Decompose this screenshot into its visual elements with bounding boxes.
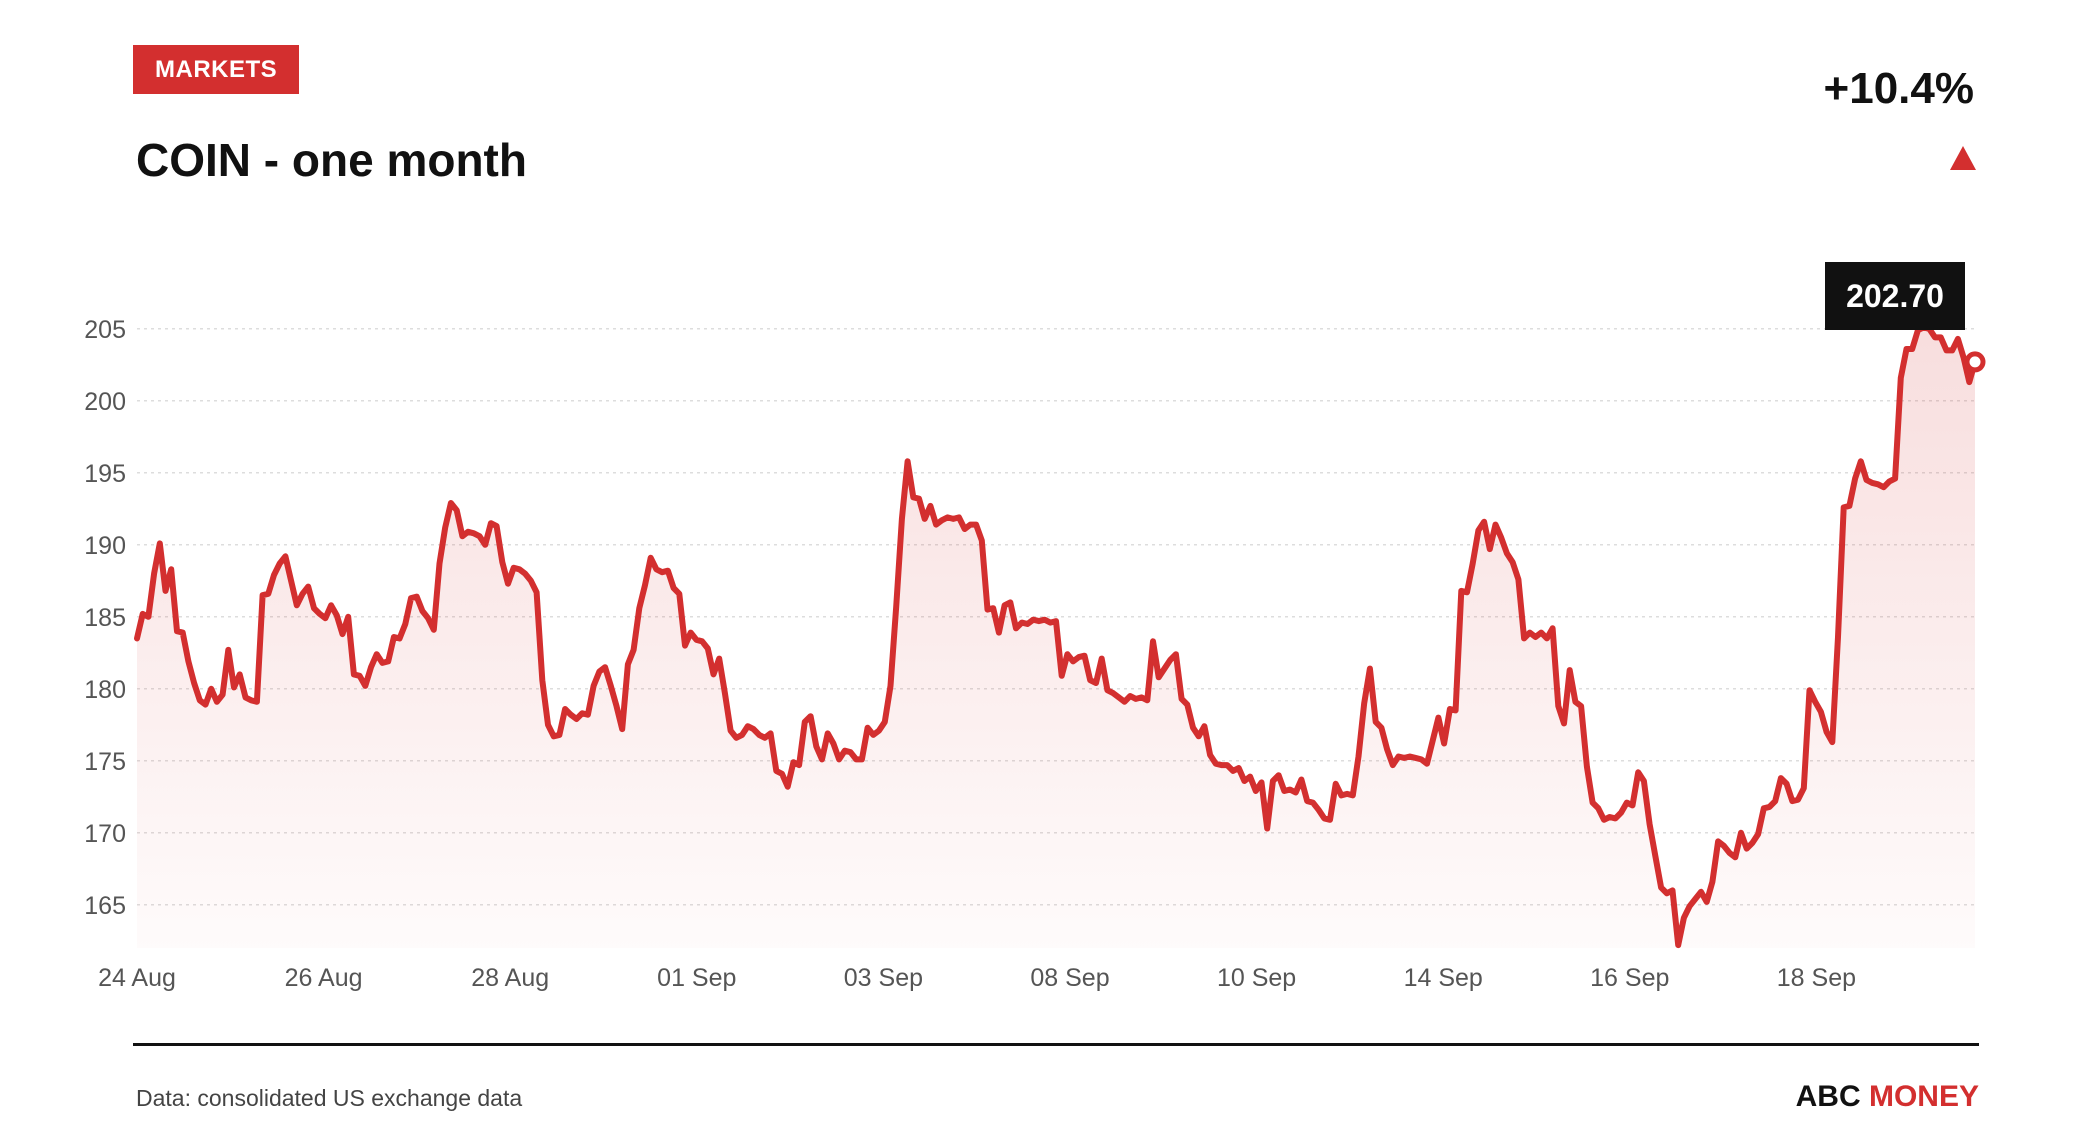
x-tick-label: 16 Sep — [1590, 964, 1669, 992]
last-value-label: 202.70 — [1846, 278, 1944, 314]
page-title: COIN - one month — [136, 134, 527, 186]
last-value-callout: 202.70 — [1825, 262, 1965, 330]
y-tick-label: 175 — [84, 748, 126, 776]
brand-logo: ABC MONEY — [1796, 1080, 1979, 1114]
last-point-marker — [1964, 351, 1986, 373]
y-tick-label: 190 — [84, 532, 126, 560]
y-axis: 165 170 175 180 185 190 195 200 205 — [84, 316, 126, 920]
y-tick-label: 180 — [84, 676, 126, 704]
change-percent: +10.4% — [1823, 64, 1974, 113]
x-tick-label: 14 Sep — [1404, 964, 1483, 992]
section-badge: MARKETS — [133, 45, 300, 94]
y-tick-label: 195 — [84, 460, 126, 488]
price-line — [134, 324, 1978, 949]
x-tick-label: 18 Sep — [1777, 964, 1856, 992]
x-tick-label: 26 Aug — [285, 964, 363, 992]
x-tick-label: 10 Sep — [1217, 964, 1296, 992]
x-tick-label: 24 Aug — [98, 964, 176, 992]
brand-part-money: MONEY — [1868, 1080, 1979, 1113]
brand-part-abc: ABC — [1795, 1080, 1861, 1113]
y-tick-label: 200 — [84, 388, 126, 416]
y-tick-label: 205 — [84, 316, 126, 344]
x-tick-label: 28 Aug — [471, 964, 549, 992]
x-axis: 24 Aug 26 Aug 28 Aug 01 Sep 03 Sep 08 Sep 10 S… — [98, 964, 1856, 992]
y-tick-label: 170 — [84, 820, 126, 848]
x-tick-label: 08 Sep — [1030, 964, 1109, 992]
footer-divider — [133, 1043, 1979, 1046]
y-tick-label: 165 — [84, 892, 126, 920]
data-source: Data: consolidated US exchange data — [136, 1085, 523, 1111]
triangle-up-icon — [1950, 146, 1976, 170]
x-tick-label: 01 Sep — [657, 964, 736, 992]
x-tick-label: 03 Sep — [844, 964, 923, 992]
last-value-box — [1825, 262, 1965, 330]
y-tick-label: 185 — [84, 604, 126, 632]
